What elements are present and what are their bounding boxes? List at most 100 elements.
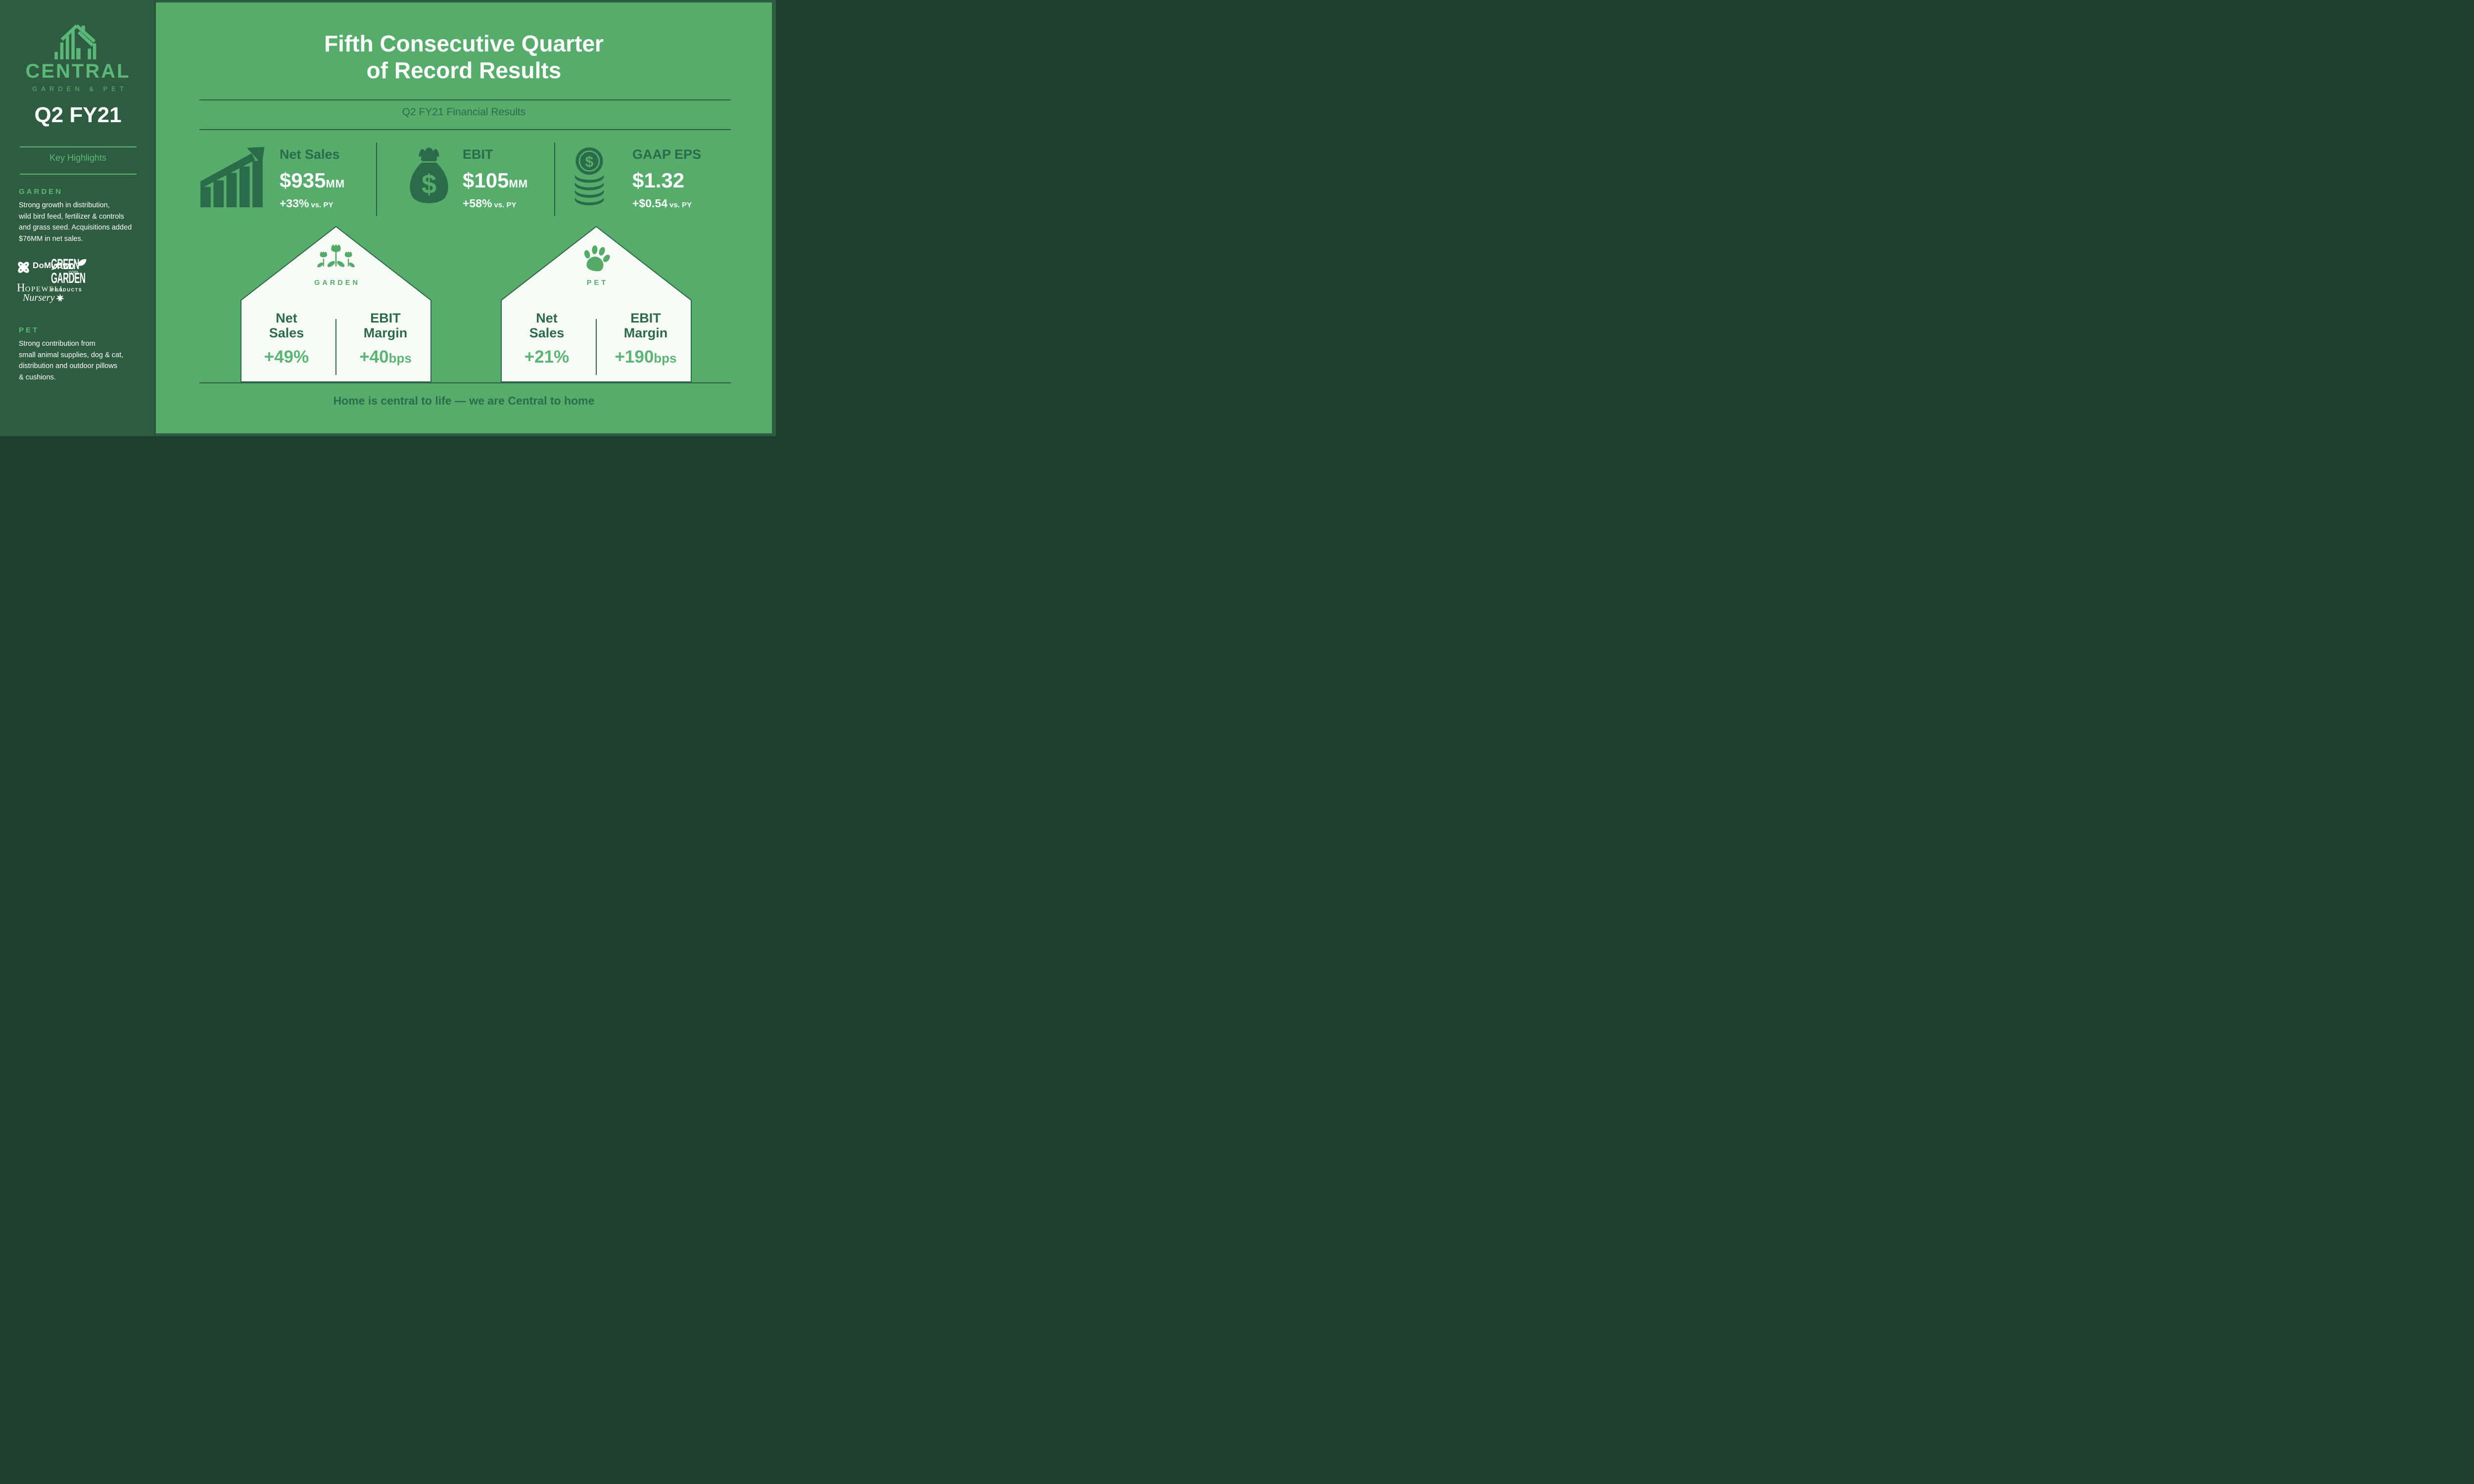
subtitle-rule-bottom: [199, 129, 731, 130]
metric-value: +40bps: [339, 347, 431, 367]
garden-summary-line: Strong growth in distribution,: [19, 201, 110, 209]
metric-value: +190bps: [600, 347, 692, 367]
paw-icon: [584, 245, 610, 272]
bar-chart-arrow-icon: [200, 147, 265, 207]
central-logo-icon: [54, 24, 96, 59]
metric-label: EBIT Margin: [339, 311, 431, 340]
kpi-value-unit: MM: [509, 178, 528, 190]
metric-label-line: Net: [276, 311, 297, 325]
metric-label-line: EBIT: [370, 311, 401, 325]
kpi-value: $105MM: [463, 169, 528, 192]
pet-heading: PET: [19, 326, 40, 334]
garden-summary-line: wild bird feed, fertilizer & controls: [19, 212, 124, 221]
pet-segment-card: PET Net Sales +21% EBIT Margin +190bps: [501, 226, 692, 382]
kpi-value-number: $1.32: [632, 169, 685, 192]
sidebar: CENTRAL GARDEN & PET Q2 FY21 Key Highlig…: [0, 0, 156, 436]
metric-value: +21%: [501, 347, 593, 367]
greengarden-line3: PRODUCTS: [51, 287, 83, 292]
main-panel: Fifth Consecutive Quarter of Record Resu…: [156, 2, 772, 433]
kpi-label: GAAP EPS: [632, 147, 702, 162]
kpi-delta-number: +$0.54: [632, 197, 667, 210]
subtitle-rule-top: [199, 99, 731, 100]
kpi-delta-note: vs. PY: [311, 201, 333, 209]
coin-stack-icon: $: [574, 147, 604, 206]
pet-summary-line: & cushions.: [19, 373, 56, 381]
kpi-value-number: $935: [280, 169, 326, 192]
kpi-ebit: EBIT $105MM +58% vs. PY: [463, 147, 528, 210]
metric-ebit-margin: EBIT Margin +190bps: [600, 311, 692, 367]
metric-label-line: Sales: [529, 325, 565, 340]
pet-summary-line: small animal supplies, dog & cat,: [19, 351, 124, 359]
kpi-label: Net Sales: [280, 147, 340, 162]
brand-logo-hopewell: HOPEWELL Nursery: [17, 281, 65, 304]
domyown-icon: [18, 262, 29, 273]
subtitle: Q2 FY21 Financial Results: [402, 106, 526, 118]
page-title-line: of Record Results: [366, 57, 562, 83]
tulips-icon: [317, 244, 355, 268]
pet-summary-line: Strong contribution from: [19, 340, 95, 348]
domyown-wordmark: DoMyOwn™: [33, 261, 78, 270]
metric-label-line: EBIT: [630, 311, 661, 325]
metric-value-suffix: bps: [388, 351, 412, 366]
hopewell-script-word: Nursery: [23, 292, 55, 303]
kpi-delta: +$0.54 vs. PY: [632, 197, 701, 210]
garden-summary-line: and grass seed. Acquisitions added: [19, 224, 132, 232]
svg-text:$: $: [585, 153, 594, 170]
pet-summary: Strong contribution from small animal su…: [19, 338, 148, 383]
hopewell-rest: OPEWELL: [25, 285, 65, 293]
hopewell-leaf-icon: [56, 294, 65, 302]
kpi-divider: [376, 142, 377, 216]
money-bag-icon: $: [410, 147, 448, 203]
metric-label: Net Sales: [501, 311, 593, 340]
segment-name: PET: [586, 279, 609, 287]
sidebar-divider: [154, 0, 156, 436]
period-title: Q2 FY21: [34, 103, 122, 127]
kpi-net-sales: Net Sales $935MM +33% vs. PY: [280, 147, 345, 210]
sidebar-rule-top: [20, 146, 137, 147]
svg-text:$: $: [422, 169, 436, 199]
kpi-gaap-eps: GAAP EPS $1.32 +$0.54 vs. PY: [632, 147, 701, 210]
domyown-suffix: .com: [67, 270, 78, 275]
tagline: Home is central to life — we are Central…: [333, 394, 595, 407]
kpi-delta-number: +33%: [280, 197, 309, 210]
hopewell-wordmark: HOPEWELL: [17, 281, 65, 294]
garden-summary: Strong growth in distribution, wild bird…: [19, 200, 148, 244]
metric-value-number: +40: [359, 347, 389, 367]
section-title: Key Highlights: [49, 153, 107, 163]
baseline-rule: [199, 382, 731, 383]
house-shape: [240, 226, 431, 382]
metric-label-line: Margin: [623, 325, 668, 340]
house-shape: [501, 226, 692, 382]
greengarden-line1: GREEN: [51, 256, 87, 273]
garden-segment-card: GARDEN Net Sales +49% EBIT Margin +40bps: [240, 226, 431, 382]
metric-value: +49%: [240, 347, 333, 367]
sidebar-rule-bottom: [20, 174, 137, 175]
metric-value-number: +49%: [264, 347, 309, 367]
kpi-value: $935MM: [280, 169, 345, 192]
segment-divider: [335, 319, 336, 375]
kpi-value-number: $105: [463, 169, 509, 192]
kpi-delta: +33% vs. PY: [280, 197, 345, 210]
kpi-delta-note: vs. PY: [494, 201, 517, 209]
hopewell-initial: H: [17, 281, 25, 294]
page-title: Fifth Consecutive Quarter of Record Resu…: [156, 30, 772, 84]
kpi-value: $1.32: [632, 169, 701, 192]
page-title-line: Fifth Consecutive Quarter: [324, 31, 604, 56]
brand-logo-domyown: DoMyOwn™ .com: [17, 261, 78, 275]
pet-summary-line: distribution and outdoor pillows: [19, 362, 118, 370]
infographic-page: CENTRAL GARDEN & PET Q2 FY21 Key Highlig…: [0, 0, 776, 436]
kpi-label: EBIT: [463, 147, 493, 162]
garden-summary-line: $76MM in net sales.: [19, 234, 83, 243]
metric-value-number: +21%: [524, 347, 570, 367]
kpi-delta: +58% vs. PY: [463, 197, 528, 210]
greengarden-word: GREEN: [51, 256, 80, 273]
metric-label-line: Margin: [363, 325, 408, 340]
metric-label-line: Sales: [269, 325, 304, 340]
hopewell-script: Nursery: [23, 292, 65, 304]
metric-ebit-margin: EBIT Margin +40bps: [339, 311, 431, 367]
trademark-symbol: ™: [74, 262, 78, 266]
segment-divider: [596, 319, 597, 375]
metric-net-sales: Net Sales +21%: [501, 311, 593, 367]
greengarden-leaf-icon: [78, 259, 87, 266]
metric-label-line: Net: [536, 311, 558, 325]
